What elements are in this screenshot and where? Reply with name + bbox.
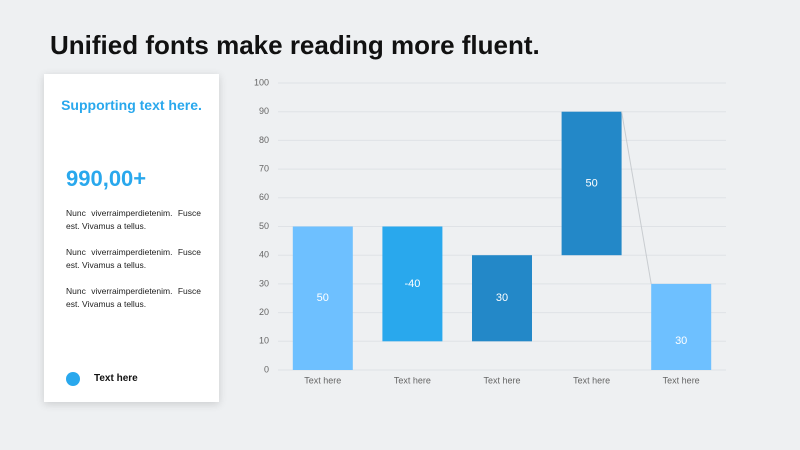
y-tick-label: 90: [259, 106, 269, 116]
y-tick-label: 60: [259, 192, 269, 202]
data-label: -40: [404, 278, 420, 290]
data-label: 50: [585, 177, 597, 189]
y-tick-label: 10: [259, 336, 269, 346]
x-tick-label: Text here: [663, 375, 700, 385]
y-tick-label: 0: [264, 364, 269, 374]
y-tick-label: 80: [259, 135, 269, 145]
x-tick-label: Text here: [483, 375, 520, 385]
y-tick-label: 100: [254, 77, 269, 87]
card-paragraph: Nunc viverraimperdietenim. Fusce est. Vi…: [66, 286, 201, 309]
card-paragraph: Nunc viverraimperdietenim. Fusce est. Vi…: [66, 208, 201, 231]
data-label: 30: [675, 335, 687, 347]
data-label: 50: [317, 292, 329, 304]
card-heading: Supporting text here.: [61, 97, 202, 113]
y-tick-label: 50: [259, 221, 269, 231]
x-tick-label: Text here: [573, 375, 610, 385]
bar: [561, 111, 622, 256]
card-footer: Text here: [94, 373, 138, 384]
y-tick-label: 70: [259, 163, 269, 173]
bar: [472, 255, 532, 342]
x-tick-label: Text here: [394, 375, 431, 385]
bar: [382, 226, 443, 342]
card-figure: 990,00+: [66, 166, 147, 191]
x-tick-label: Text here: [304, 375, 341, 385]
bullet-dot: [66, 372, 80, 386]
info-card: Supporting text here. 990,00+ Nunc viver…: [44, 74, 219, 402]
y-tick-label: 20: [259, 307, 269, 317]
y-tick-label: 30: [259, 278, 269, 288]
bar: [651, 283, 712, 370]
slide-title: Unified fonts make reading more fluent.: [50, 30, 540, 60]
y-tick-label: 40: [259, 250, 269, 260]
card-paragraph: Nunc viverraimperdietenim. Fusce est. Vi…: [66, 247, 201, 270]
data-label: 30: [496, 292, 508, 304]
connector: [621, 111, 652, 284]
bar: [292, 226, 353, 370]
